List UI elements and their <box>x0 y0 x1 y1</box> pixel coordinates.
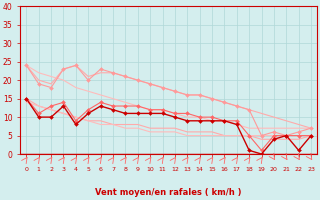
X-axis label: Vent moyen/en rafales ( km/h ): Vent moyen/en rafales ( km/h ) <box>95 188 242 197</box>
